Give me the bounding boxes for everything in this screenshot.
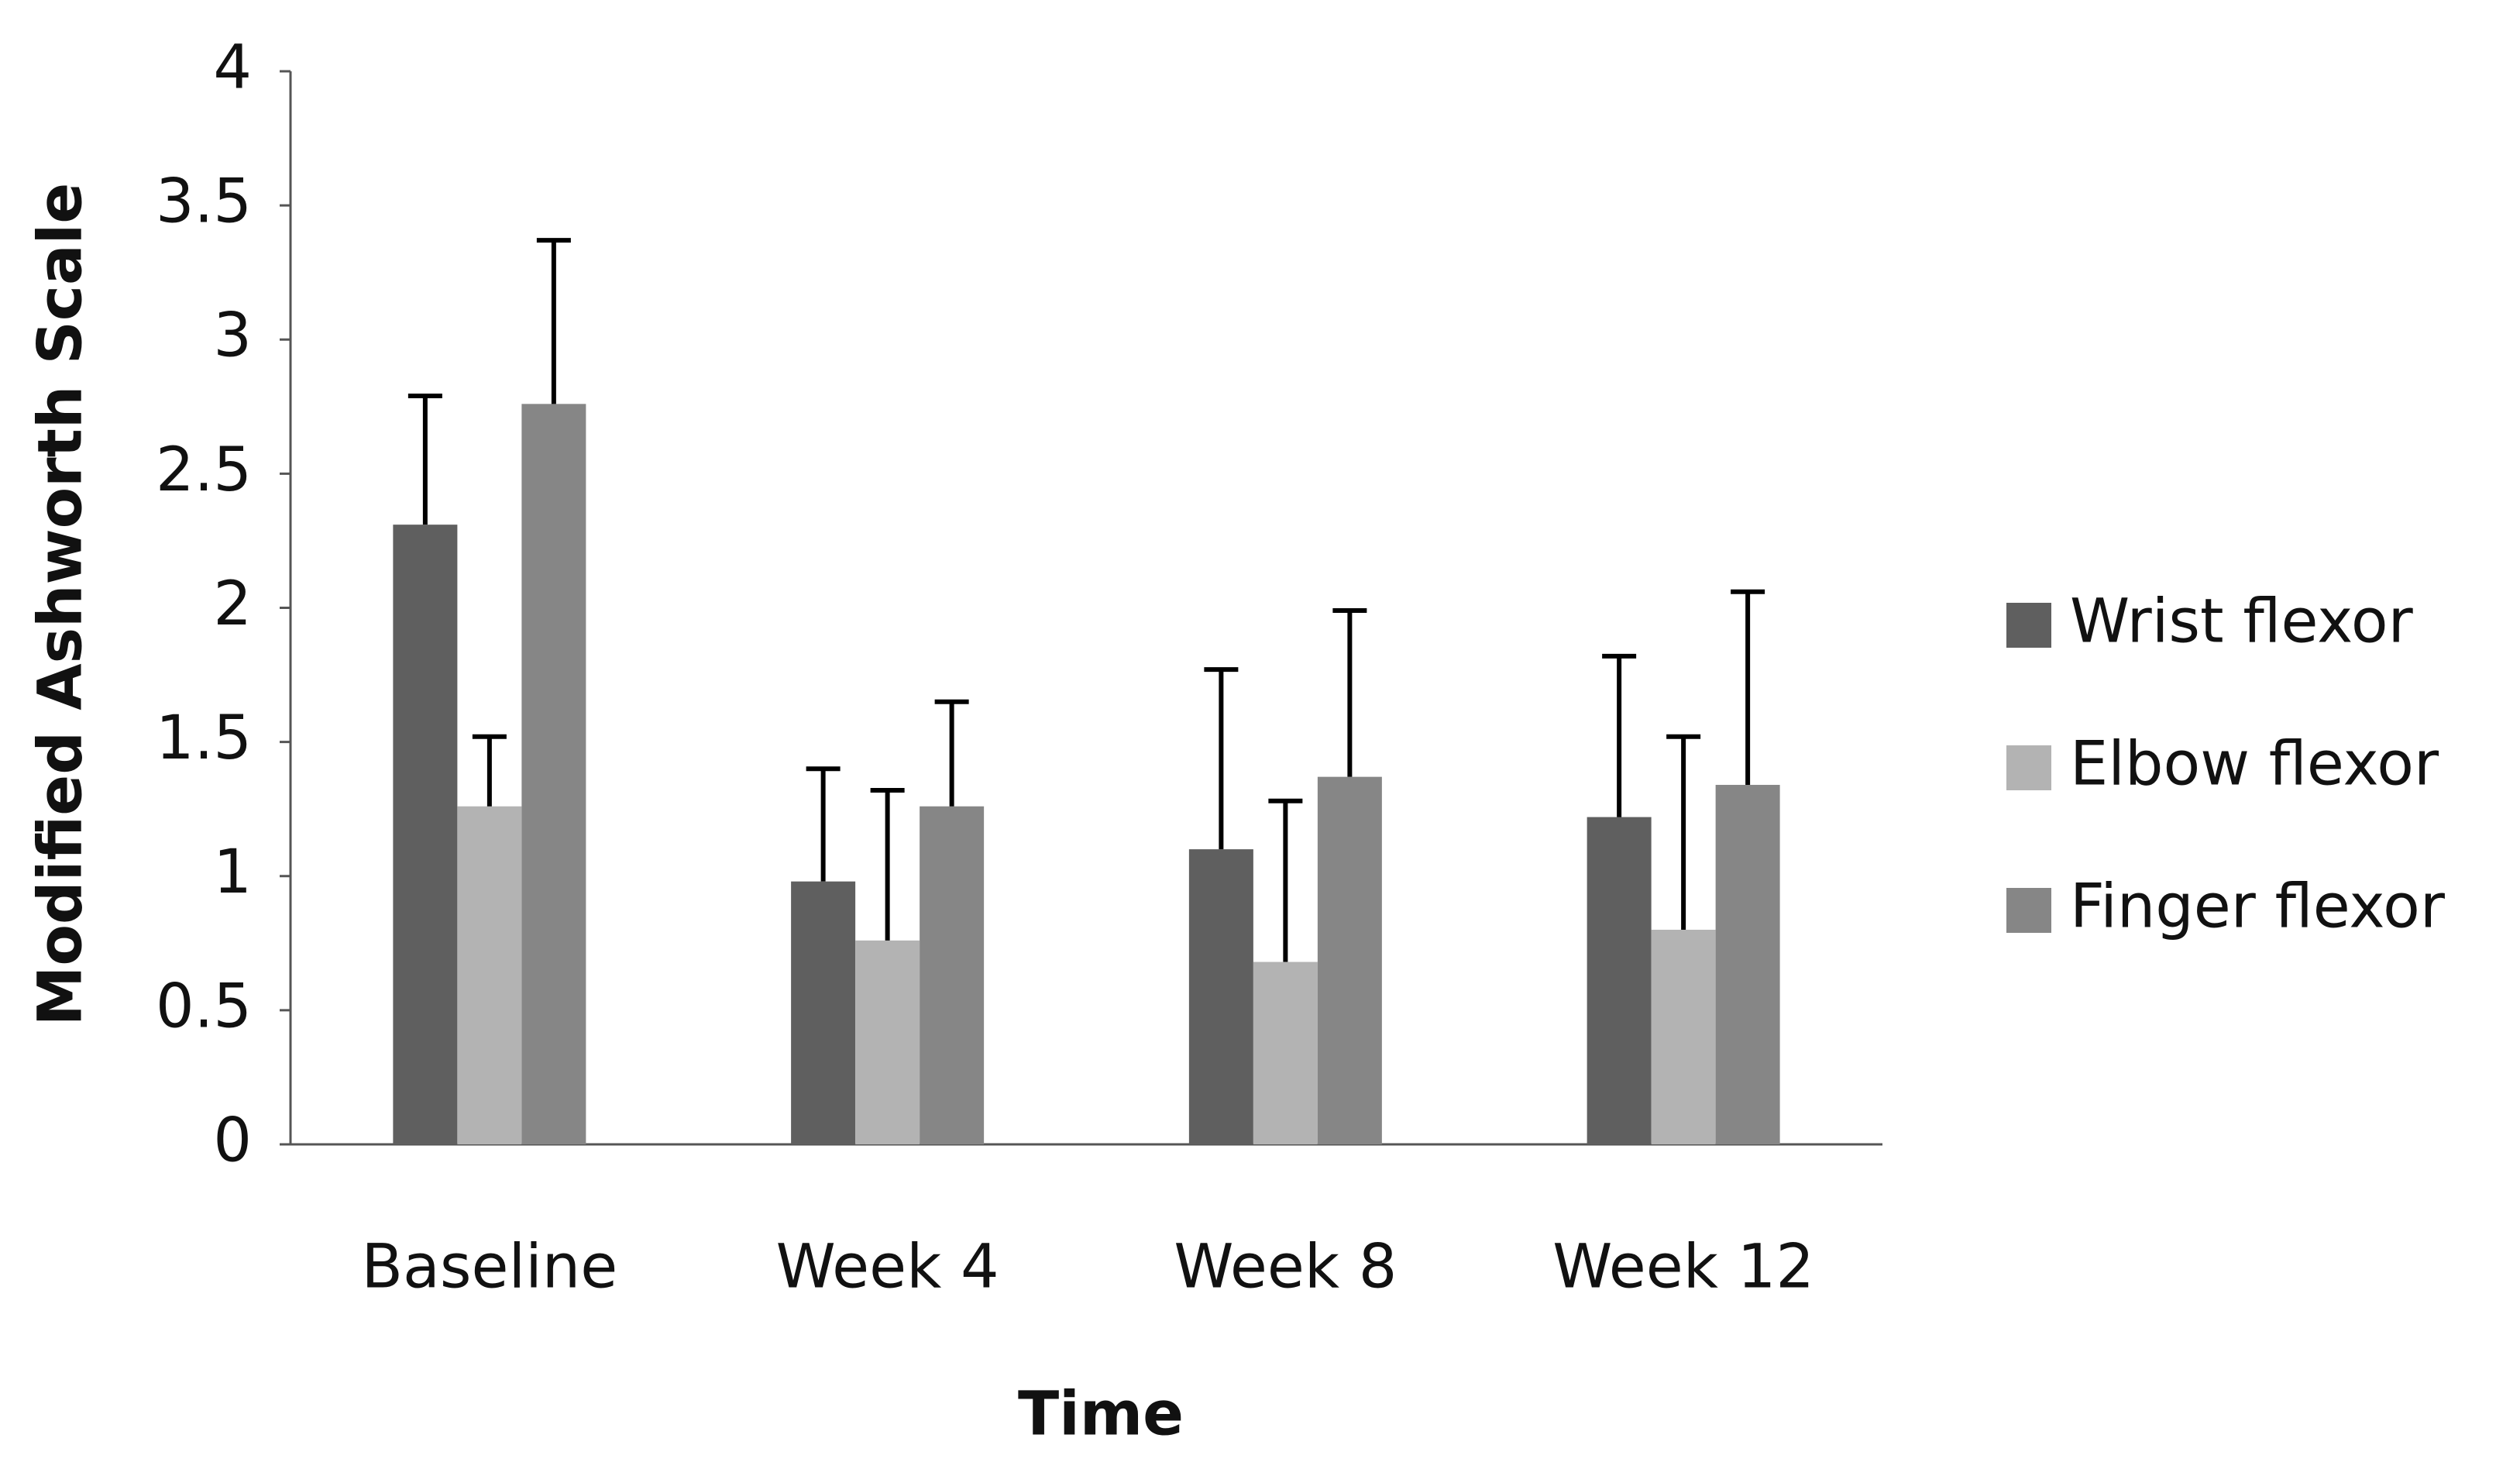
bar bbox=[1253, 962, 1318, 1144]
x-tick-label: Week 8 bbox=[1174, 1232, 1397, 1302]
bar bbox=[1317, 776, 1382, 1144]
error-bar bbox=[1602, 653, 1637, 817]
bar bbox=[920, 806, 985, 1144]
error-bar bbox=[472, 734, 507, 807]
x-axis-label: Time bbox=[1018, 1379, 1184, 1449]
legend-swatch bbox=[2006, 603, 2051, 648]
x-tick-label: Week 12 bbox=[1552, 1232, 1814, 1302]
bar bbox=[1587, 817, 1652, 1144]
x-tick-label: Week 4 bbox=[776, 1232, 999, 1302]
error-bar bbox=[1268, 798, 1303, 962]
bar bbox=[1651, 930, 1716, 1144]
y-tick-label: 2 bbox=[213, 569, 252, 639]
bar bbox=[457, 806, 522, 1144]
legend-label: Elbow flexor bbox=[2070, 729, 2439, 799]
error-bar bbox=[1666, 734, 1701, 930]
error-bar bbox=[1204, 667, 1239, 850]
error-bar bbox=[1731, 589, 1765, 786]
legend-label: Finger flexor bbox=[2070, 872, 2446, 941]
y-tick-label: 1 bbox=[213, 838, 252, 907]
y-tick-label: 4 bbox=[213, 33, 252, 102]
bar bbox=[1715, 785, 1780, 1144]
legend-label: Wrist flexor bbox=[2070, 587, 2414, 656]
error-bar bbox=[536, 238, 571, 404]
error-bar bbox=[934, 699, 969, 807]
y-tick-label: 0 bbox=[213, 1106, 252, 1175]
error-bar bbox=[870, 787, 905, 941]
bar bbox=[393, 525, 458, 1144]
error-bar bbox=[407, 393, 442, 525]
y-tick-label: 3.5 bbox=[156, 167, 252, 237]
x-tick-label: Baseline bbox=[362, 1232, 618, 1302]
y-tick-label: 1.5 bbox=[156, 704, 252, 773]
bar bbox=[1188, 849, 1253, 1144]
error-bar bbox=[806, 766, 841, 882]
bar bbox=[521, 404, 586, 1144]
legend-swatch bbox=[2006, 888, 2051, 933]
error-bar bbox=[1332, 607, 1367, 777]
y-tick-label: 2.5 bbox=[156, 435, 252, 505]
y-axis-label: Modified Ashworth Scale bbox=[26, 183, 95, 1027]
legend-swatch bbox=[2006, 745, 2051, 790]
bar bbox=[791, 881, 856, 1144]
bar bbox=[855, 940, 920, 1144]
y-tick-label: 0.5 bbox=[156, 972, 252, 1041]
y-tick-label: 3 bbox=[213, 301, 252, 371]
